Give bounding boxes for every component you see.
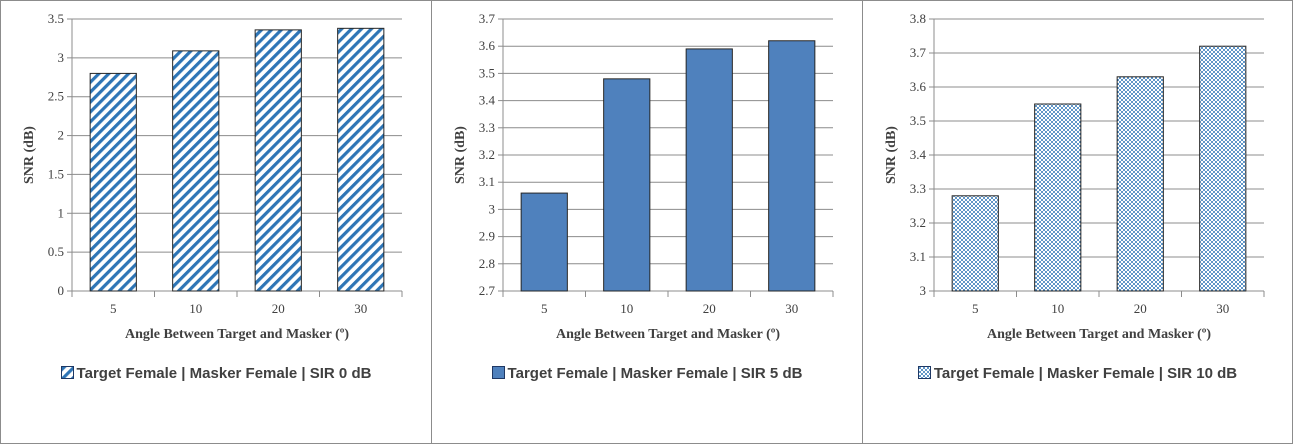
x-tick-label: 20 — [272, 301, 285, 316]
x-tick-label: 10 — [1051, 301, 1064, 316]
bar-10 — [1034, 103, 1082, 292]
x-tick-label: 10 — [620, 301, 633, 316]
x-tick-label: 10 — [189, 301, 202, 316]
legend-3: Target Female | Masker Female | SIR 10 d… — [863, 365, 1292, 382]
legend-swatch-2 — [491, 366, 505, 379]
y-tick-label: 3.7 — [479, 11, 496, 26]
x-tick-label: 30 — [1216, 301, 1229, 316]
legend-1: Target Female | Masker Female | SIR 0 dB — [1, 365, 431, 382]
legend-label-1: Target Female | Masker Female | SIR 0 dB — [76, 365, 372, 382]
bar-30 — [337, 27, 385, 292]
y-tick-label: 3.5 — [910, 113, 926, 128]
bar-30 — [1199, 45, 1247, 292]
bar-5 — [89, 72, 137, 292]
bar-5 — [951, 195, 999, 292]
legend-label-3: Target Female | Masker Female | SIR 10 d… — [933, 365, 1238, 382]
x-axis-label: Angle Between Target and Masker (º) — [125, 327, 349, 342]
chart-svg-2: 2.7 2.8 2.9 3 3.1 3.2 3.3 3.4 3.5 3.6 3.7 5 10 20 30 An… — [453, 11, 834, 342]
y-tick-label: 3.8 — [910, 11, 926, 26]
legend-label-2: Target Female | Masker Female | SIR 5 dB — [507, 365, 803, 382]
legend-swatch-fill — [918, 367, 930, 378]
bar-5 — [520, 192, 568, 292]
y-tick-label: 3.4 — [910, 147, 927, 162]
x-tick-label: 20 — [1134, 301, 1147, 316]
chart-panel-2: 2.7 2.8 2.9 3 3.1 3.2 3.3 3.4 3.5 3.6 3.7 5 10 20 30 An… — [431, 0, 863, 444]
bar-20 — [1116, 76, 1164, 292]
y-tick-label: 2.7 — [479, 283, 496, 298]
y-tick-label: 3 — [920, 283, 927, 298]
chart-svg-1: 0 0.5 1 1.5 2 2.5 3 3.5 5 10 20 30 Angle Between Tar… — [22, 11, 403, 342]
y-tick-label: 0 — [58, 283, 65, 298]
y-tick-label: 3.1 — [479, 174, 495, 189]
legend-swatch-fill — [61, 367, 73, 378]
y-tick-label: 3 — [489, 201, 496, 216]
y-axis-label: SNR (dB) — [884, 126, 899, 184]
y-tick-label: 2.9 — [479, 229, 495, 244]
y-tick-label: 1.5 — [48, 166, 64, 181]
x-tick-label: 5 — [541, 301, 548, 316]
y-tick-label: 2 — [58, 128, 65, 143]
chart-svg-3: 3 3.1 3.2 3.3 3.4 3.5 3.6 3.7 3.8 5 10 20 30 Angle Be… — [884, 11, 1265, 342]
y-tick-label: 3.2 — [910, 215, 926, 230]
y-tick-label: 2.8 — [479, 256, 495, 271]
y-tick-label: 3.5 — [479, 65, 495, 80]
bar-20 — [685, 48, 733, 292]
y-tick-label: 3.5 — [48, 11, 64, 26]
y-tick-label: 3.4 — [479, 93, 496, 108]
x-tick-label: 20 — [703, 301, 716, 316]
chart-panel-3: 3 3.1 3.2 3.3 3.4 3.5 3.6 3.7 3.8 5 10 20 30 Angle Be… — [862, 0, 1293, 444]
bar-30 — [768, 40, 816, 292]
y-axis-label: SNR (dB) — [453, 126, 468, 184]
x-tick-label: 30 — [785, 301, 798, 316]
y-tick-label: 3.2 — [479, 147, 495, 162]
bar-10 — [603, 78, 651, 292]
y-tick-label: 3.1 — [910, 249, 926, 264]
y-tick-label: 3.3 — [479, 120, 495, 135]
chart-panel-1: 0 0.5 1 1.5 2 2.5 3 3.5 5 10 20 30 Angle Between Tar… — [0, 0, 432, 444]
y-axis-label: SNR (dB) — [22, 126, 37, 184]
y-tick-label: 1 — [58, 205, 65, 220]
legend-swatch-1 — [60, 366, 74, 379]
x-tick-label: 5 — [110, 301, 117, 316]
y-tick-label: 3.7 — [910, 45, 927, 60]
bar-10 — [172, 50, 220, 292]
y-tick-label: 2.5 — [48, 89, 64, 104]
bar-20 — [254, 29, 302, 292]
y-tick-label: 3 — [58, 50, 65, 65]
y-tick-label: 3.6 — [910, 79, 927, 94]
x-axis-label: Angle Between Target and Masker (º) — [987, 327, 1211, 342]
legend-swatch-fill — [492, 367, 504, 378]
legend-swatch-3 — [917, 366, 931, 379]
x-tick-label: 5 — [972, 301, 979, 316]
y-tick-label: 0.5 — [48, 244, 64, 259]
x-tick-label: 30 — [354, 301, 367, 316]
y-tick-label: 3.6 — [479, 38, 496, 53]
y-tick-label: 3.3 — [910, 181, 926, 196]
legend-2: Target Female | Masker Female | SIR 5 dB — [432, 365, 862, 382]
x-axis-label: Angle Between Target and Masker (º) — [556, 327, 780, 342]
